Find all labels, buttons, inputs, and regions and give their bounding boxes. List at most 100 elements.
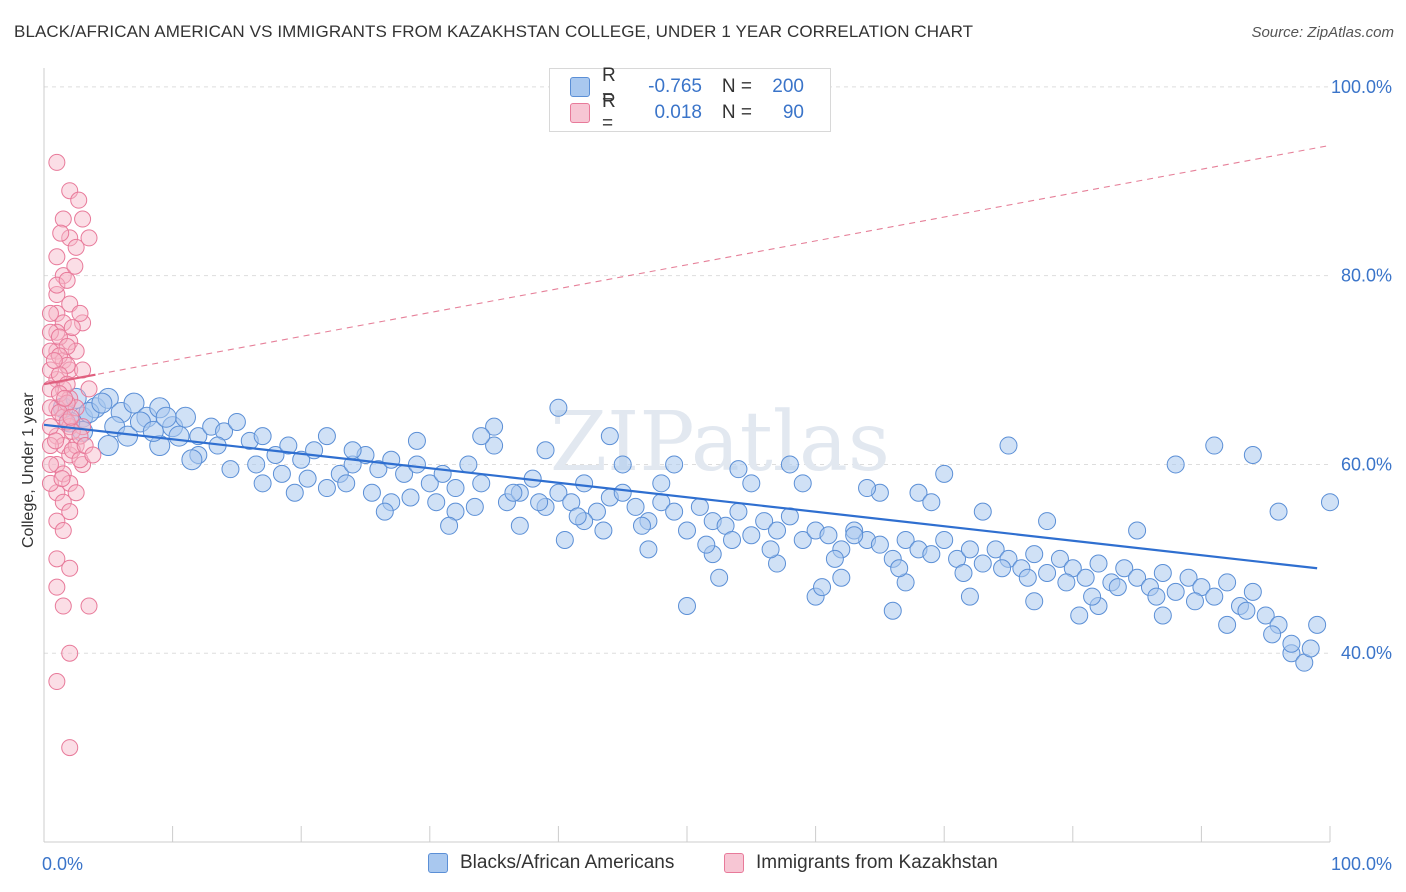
point-kazakhstan <box>67 342 85 360</box>
point-blacks <box>155 406 177 428</box>
point-blacks <box>1218 615 1237 634</box>
point-blacks <box>1025 545 1044 564</box>
point-blacks <box>485 417 504 436</box>
point-blacks <box>780 455 799 474</box>
point-blacks <box>1128 568 1147 587</box>
point-blacks <box>729 460 748 479</box>
point-kazakhstan <box>48 304 66 322</box>
chart-title: BLACK/AFRICAN AMERICAN VS IMMIGRANTS FRO… <box>14 22 974 41</box>
point-kazakhstan <box>54 522 72 540</box>
point-blacks <box>935 464 954 483</box>
point-blacks <box>1128 521 1147 540</box>
point-blacks <box>91 392 113 414</box>
point-blacks <box>221 460 240 479</box>
legend-item-blacks[interactable]: Blacks/African Americans <box>428 852 674 874</box>
point-blacks <box>1057 573 1076 592</box>
legend-item-kazakhstan[interactable]: Immigrants from Kazakhstan <box>724 852 998 874</box>
y-tick-label: 60.0% <box>1341 454 1392 474</box>
point-blacks <box>472 474 491 493</box>
point-blacks <box>909 483 928 502</box>
point-blacks <box>568 507 587 526</box>
point-kazakhstan <box>48 286 66 304</box>
n-label: N = <box>721 102 752 123</box>
point-kazakhstan <box>41 361 59 379</box>
point-kazakhstan <box>48 673 66 691</box>
point-kazakhstan <box>80 229 98 247</box>
point-blacks <box>1243 582 1262 601</box>
point-blacks <box>1018 568 1037 587</box>
x-tick-label: 100.0% <box>1331 854 1392 874</box>
r-label: R = <box>602 65 616 108</box>
point-kazakhstan <box>67 238 85 256</box>
point-blacks <box>1115 559 1134 578</box>
point-kazakhstan <box>47 432 65 450</box>
y-tick-label: 100.0% <box>1331 77 1392 97</box>
point-kazakhstan <box>48 323 66 341</box>
trend-lines <box>43 144 1331 570</box>
point-blacks <box>1205 436 1224 455</box>
point-blacks <box>652 474 671 493</box>
point-kazakhstan <box>71 304 89 322</box>
point-blacks <box>1301 639 1320 658</box>
point-kazakhstan <box>41 304 59 322</box>
n-value: 200 <box>772 76 804 97</box>
point-blacks <box>168 425 190 447</box>
point-blacks <box>401 488 420 507</box>
point-blacks <box>1108 578 1127 597</box>
point-blacks <box>819 526 838 545</box>
point-kazakhstan <box>61 644 79 662</box>
point-blacks <box>600 427 619 446</box>
point-kazakhstan <box>53 470 71 488</box>
y-tick-label: 40.0% <box>1341 643 1392 663</box>
legend-swatch-blue <box>428 853 448 873</box>
point-blacks <box>446 479 465 498</box>
point-blacks <box>935 530 954 549</box>
trend-line-blacks <box>43 423 1318 570</box>
point-kazakhstan <box>61 333 79 351</box>
point-kazakhstan <box>48 248 66 266</box>
point-blacks <box>247 455 266 474</box>
point-blacks <box>665 455 684 474</box>
point-blacks <box>613 455 632 474</box>
point-blacks <box>973 554 992 573</box>
point-blacks <box>433 464 452 483</box>
point-blacks <box>317 479 336 498</box>
point-kazakhstan <box>41 399 59 417</box>
point-blacks <box>1185 592 1204 611</box>
point-kazakhstan <box>67 484 85 502</box>
point-kazakhstan <box>61 446 79 464</box>
point-kazakhstan <box>66 257 84 275</box>
point-kazakhstan <box>61 361 79 379</box>
point-kazakhstan <box>61 503 79 521</box>
point-blacks <box>369 460 388 479</box>
point-blacks <box>1166 582 1185 601</box>
y-tick-labels: 40.0% 60.0% 80.0% 100.0% <box>1331 77 1392 663</box>
point-blacks <box>1269 502 1288 521</box>
point-blacks <box>1263 625 1282 644</box>
point-blacks <box>1153 563 1172 582</box>
point-blacks <box>922 493 941 512</box>
point-kazakhstan <box>84 446 102 464</box>
point-blacks <box>890 559 909 578</box>
point-kazakhstan <box>58 271 76 289</box>
point-blacks <box>1025 592 1044 611</box>
legend-row-blacks: R = -0.765 N = 200 <box>570 65 804 108</box>
point-blacks <box>755 512 774 531</box>
point-blacks <box>420 474 439 493</box>
point-blacks <box>742 474 761 493</box>
point-blacks <box>813 578 832 597</box>
point-blacks <box>427 493 446 512</box>
point-kazakhstan <box>54 210 72 228</box>
point-blacks <box>1076 568 1095 587</box>
point-kazakhstan <box>54 597 72 615</box>
point-kazakhstan <box>41 323 59 341</box>
point-kazakhstan <box>48 276 66 294</box>
point-kazakhstan <box>41 455 59 473</box>
point-kazakhstan <box>41 437 59 455</box>
point-blacks <box>549 483 568 502</box>
r-label: R = <box>602 91 616 134</box>
point-blacks <box>793 530 812 549</box>
n-value: 90 <box>782 102 804 123</box>
point-blacks <box>768 521 787 540</box>
point-blacks <box>1089 554 1108 573</box>
